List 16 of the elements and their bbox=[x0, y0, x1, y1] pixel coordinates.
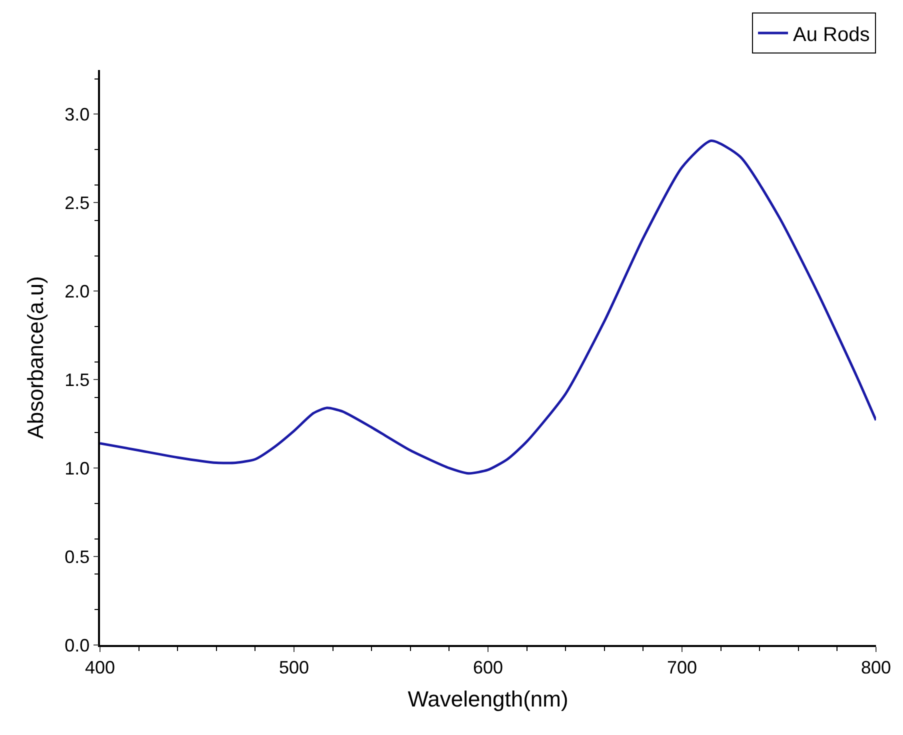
x-tick-label: 400 bbox=[84, 657, 116, 678]
y-axis-title: Absorbance(a.u) bbox=[22, 276, 48, 439]
x-axis-title: Wavelength(nm) bbox=[408, 686, 568, 712]
y-tick-label: 2.0 bbox=[64, 281, 90, 302]
x-tick-label: 600 bbox=[472, 657, 504, 678]
line-series bbox=[100, 140, 876, 475]
y-tick-label: 1.5 bbox=[64, 370, 90, 390]
x-tick-label: 500 bbox=[278, 657, 310, 678]
y-tick-label: 0.5 bbox=[64, 546, 90, 567]
y-tick-label: 3.0 bbox=[64, 104, 90, 125]
y-tick-label: 0.0 bbox=[64, 635, 90, 656]
legend-label: Au Rods bbox=[793, 24, 870, 46]
x-tick-label: 700 bbox=[666, 657, 698, 678]
y-tick-label: 1.0 bbox=[64, 458, 90, 478]
x-tick-label: 800 bbox=[860, 657, 892, 678]
y-tick-label: 2.5 bbox=[64, 192, 90, 213]
